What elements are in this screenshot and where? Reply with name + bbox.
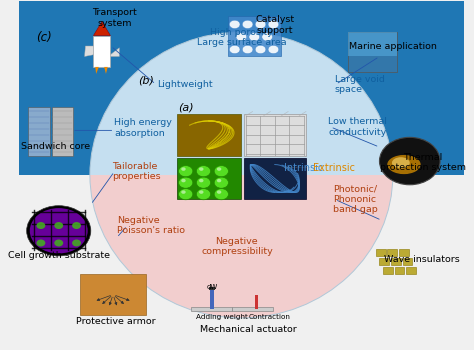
Bar <box>380 258 389 265</box>
Text: Protective armor: Protective armor <box>76 317 155 326</box>
Bar <box>376 248 386 256</box>
Bar <box>383 267 393 274</box>
Bar <box>348 32 397 72</box>
Bar <box>395 267 404 274</box>
Text: Negative
Poisson's ratio: Negative Poisson's ratio <box>117 216 185 235</box>
Ellipse shape <box>72 239 81 246</box>
Bar <box>387 248 397 256</box>
Bar <box>177 158 241 199</box>
Circle shape <box>249 33 260 41</box>
Ellipse shape <box>54 239 63 246</box>
Circle shape <box>179 189 193 200</box>
Polygon shape <box>110 48 119 56</box>
Text: Extrinsic: Extrinsic <box>313 163 355 173</box>
Circle shape <box>236 33 246 41</box>
Bar <box>210 288 214 309</box>
Circle shape <box>199 190 203 194</box>
Bar <box>93 36 110 67</box>
Circle shape <box>179 177 193 188</box>
Bar <box>402 258 412 265</box>
Bar <box>52 107 73 156</box>
Text: (a): (a) <box>178 102 194 112</box>
Text: Lightweight: Lightweight <box>157 80 212 89</box>
Text: Wave insulators: Wave insulators <box>384 255 460 264</box>
Circle shape <box>229 20 240 29</box>
Circle shape <box>196 189 210 200</box>
Text: (c): (c) <box>36 31 52 44</box>
Circle shape <box>214 166 228 177</box>
Text: Mechanical actuator: Mechanical actuator <box>200 324 296 334</box>
Text: Thermal
protection system: Thermal protection system <box>380 153 466 173</box>
Circle shape <box>196 166 210 177</box>
Bar <box>244 114 306 156</box>
Circle shape <box>217 190 221 194</box>
Circle shape <box>214 177 228 188</box>
Text: (b): (b) <box>138 76 154 86</box>
Circle shape <box>217 179 221 182</box>
Bar <box>0 0 474 175</box>
Text: Sandwich core: Sandwich core <box>21 142 90 151</box>
Bar <box>177 114 241 156</box>
Circle shape <box>242 45 253 54</box>
Circle shape <box>199 179 203 182</box>
Text: Transport
system: Transport system <box>92 8 137 28</box>
Bar <box>28 107 50 156</box>
Circle shape <box>179 166 193 177</box>
Polygon shape <box>93 22 110 36</box>
Circle shape <box>30 208 88 253</box>
Ellipse shape <box>90 32 393 318</box>
Polygon shape <box>104 67 108 74</box>
Text: Intrinsic: Intrinsic <box>283 163 323 173</box>
Circle shape <box>262 33 273 41</box>
Circle shape <box>199 167 203 171</box>
Bar <box>255 295 258 309</box>
Ellipse shape <box>36 239 46 246</box>
Circle shape <box>217 167 221 171</box>
Bar <box>406 267 416 274</box>
Text: Adding weight: Adding weight <box>196 314 248 320</box>
Ellipse shape <box>36 222 46 229</box>
Text: dW: dW <box>206 284 218 289</box>
Ellipse shape <box>392 157 410 168</box>
Circle shape <box>27 206 91 256</box>
Circle shape <box>181 190 186 194</box>
Text: Contraction: Contraction <box>249 314 291 320</box>
Text: Low thermal
conductivity: Low thermal conductivity <box>328 117 387 136</box>
Circle shape <box>214 189 228 200</box>
Polygon shape <box>84 46 93 56</box>
Bar <box>210 287 215 290</box>
Text: Tailorable
properties: Tailorable properties <box>112 162 161 181</box>
Circle shape <box>196 177 210 188</box>
Circle shape <box>255 45 266 54</box>
Bar <box>244 158 306 199</box>
Text: Catalyst
support: Catalyst support <box>255 15 294 35</box>
Polygon shape <box>95 67 99 74</box>
Text: Negative
compressibility: Negative compressibility <box>201 237 273 256</box>
Circle shape <box>255 20 266 29</box>
Text: Marine application: Marine application <box>349 42 437 50</box>
Ellipse shape <box>54 222 63 229</box>
Ellipse shape <box>90 32 393 318</box>
Circle shape <box>229 45 240 54</box>
Bar <box>191 307 232 311</box>
Circle shape <box>181 179 186 182</box>
Text: Large void
space: Large void space <box>335 75 385 94</box>
Bar <box>228 16 282 56</box>
Text: High porosity
Large surface area: High porosity Large surface area <box>197 28 286 47</box>
Bar <box>391 258 401 265</box>
Circle shape <box>380 137 440 185</box>
Text: Cell growth substrate: Cell growth substrate <box>8 251 109 260</box>
Bar <box>399 248 409 256</box>
Text: High energy
absorption: High energy absorption <box>114 118 172 138</box>
Bar <box>232 307 273 311</box>
Circle shape <box>181 167 186 171</box>
Circle shape <box>242 20 253 29</box>
Bar <box>80 274 146 315</box>
Text: Photonic/
Phononic
band gap: Photonic/ Phononic band gap <box>333 184 377 214</box>
Ellipse shape <box>72 222 81 229</box>
Circle shape <box>268 20 279 29</box>
Circle shape <box>268 45 279 54</box>
Bar <box>348 32 397 56</box>
Ellipse shape <box>387 155 420 174</box>
